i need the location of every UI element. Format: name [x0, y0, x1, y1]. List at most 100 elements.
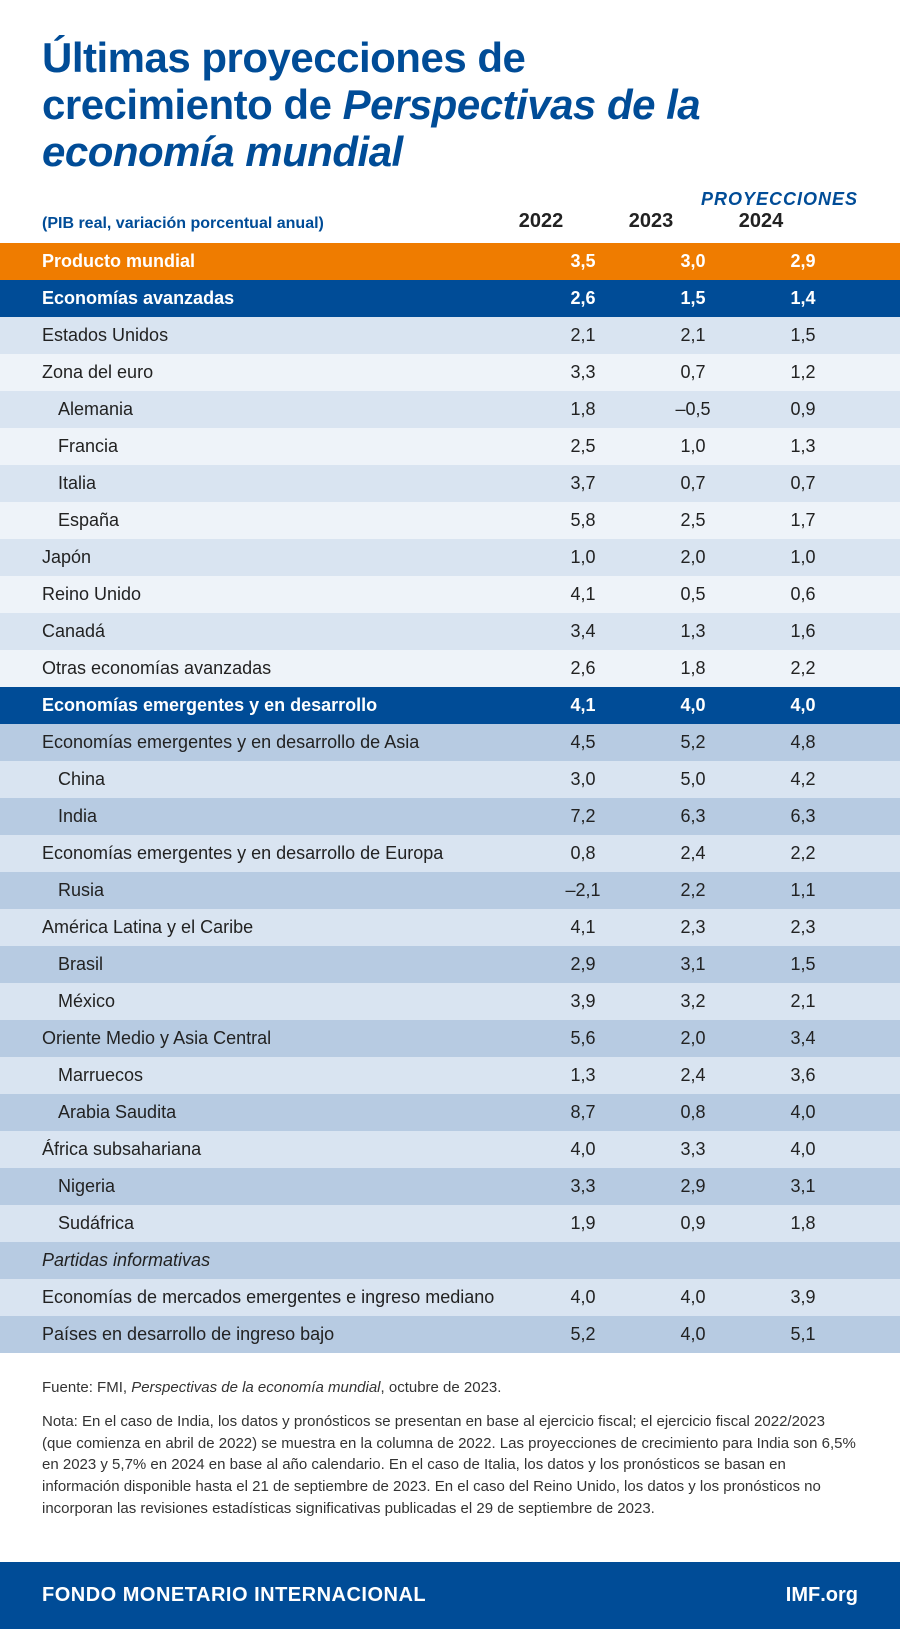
row-value: 0,5: [638, 576, 748, 613]
row-value: 5,0: [638, 761, 748, 798]
row-value: 3,9: [748, 1279, 858, 1316]
row-label: África subsahariana: [0, 1131, 528, 1168]
row-value: 1,5: [748, 946, 858, 983]
table-row: Partidas informativas: [0, 1242, 900, 1279]
row-value: 2,2: [748, 650, 858, 687]
table-row: Rusia–2,12,21,1: [0, 872, 900, 909]
row-value: 2,2: [638, 872, 748, 909]
row-value: 2,0: [638, 1020, 748, 1057]
row-label: Brasil: [0, 946, 528, 983]
row-value: –2,1: [528, 872, 638, 909]
source-italic: Perspectivas de la economía mundial: [131, 1379, 380, 1396]
row-value: 5,1: [748, 1316, 858, 1353]
row-value: 5,2: [528, 1316, 638, 1353]
source-line: Fuente: FMI, Perspectivas de la economía…: [42, 1377, 858, 1399]
source-label: Fuente: FMI,: [42, 1379, 131, 1396]
row-value: 1,5: [638, 280, 748, 317]
row-value: 4,0: [748, 1094, 858, 1131]
row-label: Zona del euro: [0, 354, 528, 391]
row-label: China: [0, 761, 528, 798]
row-value: 7,2: [528, 798, 638, 835]
row-value: 3,0: [528, 761, 638, 798]
source-date: , octubre de 2023.: [381, 1379, 502, 1396]
row-value: 2,1: [528, 317, 638, 354]
row-label: Países en desarrollo de ingreso bajo: [0, 1316, 528, 1353]
row-value: 1,4: [748, 280, 858, 317]
table-row: Economías de mercados emergentes e ingre…: [0, 1279, 900, 1316]
row-value: 1,0: [528, 539, 638, 576]
table-row: Marruecos1,32,43,6: [0, 1057, 900, 1094]
row-value: 4,0: [528, 1131, 638, 1168]
footer-bar: FONDO MONETARIO INTERNACIONAL IMF.org: [0, 1562, 900, 1629]
table-row: Economías avanzadas2,61,51,4: [0, 280, 900, 317]
row-label: Marruecos: [0, 1057, 528, 1094]
table-row: España5,82,51,7: [0, 502, 900, 539]
row-label: Francia: [0, 428, 528, 465]
row-value: 2,6: [528, 650, 638, 687]
table-row: Francia2,51,01,3: [0, 428, 900, 465]
row-value: 1,2: [748, 354, 858, 391]
table-row: Producto mundial3,53,02,9: [0, 243, 900, 280]
row-value: 3,4: [528, 613, 638, 650]
row-value: 3,2: [638, 983, 748, 1020]
row-value: 2,4: [638, 1057, 748, 1094]
row-value: 4,1: [528, 576, 638, 613]
table-row: América Latina y el Caribe4,12,32,3: [0, 909, 900, 946]
row-value: 3,9: [528, 983, 638, 1020]
row-value: 2,2: [748, 835, 858, 872]
subtitle: (PIB real, variación porcentual anual): [42, 215, 486, 233]
row-value: 2,1: [748, 983, 858, 1020]
row-label: Italia: [0, 465, 528, 502]
footnotes: Fuente: FMI, Perspectivas de la economía…: [0, 1353, 900, 1562]
row-value: 3,6: [748, 1057, 858, 1094]
table-row: Canadá3,41,31,6: [0, 613, 900, 650]
row-value: 1,0: [748, 539, 858, 576]
row-value: 0,8: [638, 1094, 748, 1131]
row-value: 1,3: [748, 428, 858, 465]
row-value: 1,1: [748, 872, 858, 909]
table-row: Brasil2,93,11,5: [0, 946, 900, 983]
table-row: Economías emergentes y en desarrollo4,14…: [0, 687, 900, 724]
row-value: 0,8: [528, 835, 638, 872]
row-value: 2,0: [638, 539, 748, 576]
footer-org: FONDO MONETARIO INTERNACIONAL: [42, 1584, 426, 1607]
title-line2: crecimiento de: [42, 81, 343, 128]
row-value: 1,0: [638, 428, 748, 465]
row-value: 2,9: [748, 243, 858, 280]
row-value: [638, 1242, 748, 1279]
row-label: Economías emergentes y en desarrollo de …: [0, 835, 528, 872]
row-value: 1,8: [748, 1205, 858, 1242]
infographic-container: Últimas proyecciones de crecimiento de P…: [0, 0, 900, 1629]
row-value: 4,0: [528, 1279, 638, 1316]
row-label: Oriente Medio y Asia Central: [0, 1020, 528, 1057]
row-value: 6,3: [638, 798, 748, 835]
table-row: India7,26,36,3: [0, 798, 900, 835]
row-value: 2,1: [638, 317, 748, 354]
data-table: Producto mundial3,53,02,9Economías avanz…: [0, 243, 900, 1353]
row-value: 1,3: [638, 613, 748, 650]
row-label: España: [0, 502, 528, 539]
row-value: 0,7: [638, 354, 748, 391]
row-value: 0,7: [748, 465, 858, 502]
row-value: 3,5: [528, 243, 638, 280]
title-line1: Últimas proyecciones de: [42, 34, 525, 81]
row-label: Otras economías avanzadas: [0, 650, 528, 687]
row-value: 4,0: [748, 1131, 858, 1168]
row-value: 1,6: [748, 613, 858, 650]
row-value: 4,0: [638, 687, 748, 724]
row-label: Canadá: [0, 613, 528, 650]
row-label: Reino Unido: [0, 576, 528, 613]
row-value: 2,3: [748, 909, 858, 946]
table-row: Reino Unido4,10,50,6: [0, 576, 900, 613]
row-value: 2,5: [528, 428, 638, 465]
row-label: Producto mundial: [0, 243, 528, 280]
footer-site-bold: IMF: [786, 1584, 820, 1606]
row-value: –0,5: [638, 391, 748, 428]
year-2022: 2022: [486, 210, 596, 233]
table-row: China3,05,04,2: [0, 761, 900, 798]
row-label: Economías de mercados emergentes e ingre…: [0, 1279, 528, 1316]
table-row: Economías emergentes y en desarrollo de …: [0, 835, 900, 872]
table-row: Arabia Saudita8,70,84,0: [0, 1094, 900, 1131]
row-value: 2,4: [638, 835, 748, 872]
year-2024: 2024: [706, 210, 816, 233]
